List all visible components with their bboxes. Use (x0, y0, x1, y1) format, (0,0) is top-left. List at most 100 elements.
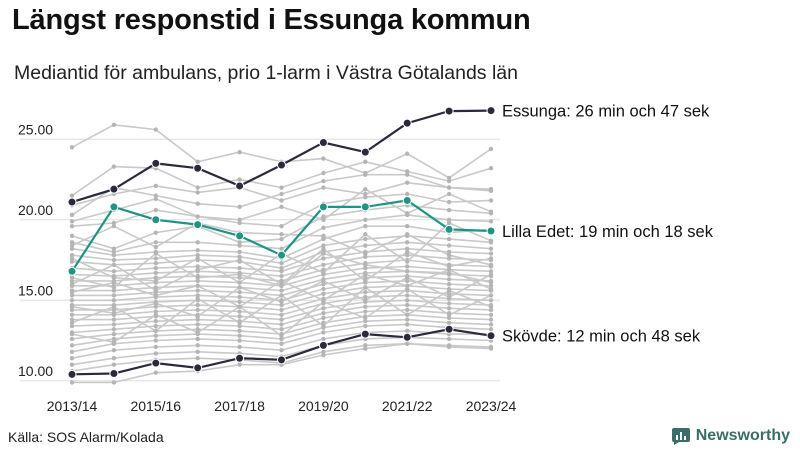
data-point (488, 283, 494, 288)
data-point (153, 319, 158, 324)
data-point (488, 186, 494, 192)
data-point (111, 164, 117, 169)
data-point (488, 219, 494, 224)
data-point (405, 249, 410, 255)
data-point (446, 236, 452, 242)
data-point (111, 285, 117, 290)
data-point (195, 252, 200, 258)
data-point (446, 312, 452, 317)
data-point (111, 322, 117, 327)
data-point (279, 232, 284, 237)
data-point (237, 217, 242, 222)
data-point (405, 240, 410, 245)
data-point (69, 233, 75, 239)
data-point (237, 323, 242, 329)
data-point (321, 156, 326, 161)
data-point (279, 224, 284, 229)
data-point (151, 215, 161, 225)
data-point (402, 332, 412, 342)
data-point (279, 336, 284, 342)
data-point (486, 226, 496, 236)
data-point (488, 166, 494, 171)
data-point (237, 177, 242, 182)
data-point (321, 256, 326, 261)
data-point (405, 172, 410, 177)
data-point (446, 243, 452, 248)
data-point (405, 246, 410, 251)
x-tick-label: 2017/18 (214, 398, 265, 414)
data-point (111, 269, 117, 274)
data-point (69, 145, 75, 150)
data-point (318, 340, 328, 350)
data-point (446, 252, 452, 258)
data-point (363, 275, 368, 280)
data-point (405, 283, 410, 288)
data-point (363, 323, 368, 329)
data-point (321, 349, 326, 354)
data-point (109, 369, 119, 379)
data-point (69, 320, 75, 326)
data-point (279, 317, 284, 322)
data-point (153, 261, 158, 266)
data-point (111, 339, 117, 345)
data-point (69, 259, 75, 264)
data-point (405, 252, 410, 258)
data-point (237, 280, 242, 285)
data-point (279, 278, 284, 284)
data-point (151, 158, 161, 168)
data-point (405, 302, 410, 308)
data-point (446, 291, 452, 297)
data-point (279, 299, 284, 305)
data-point (279, 191, 284, 197)
data-point (69, 212, 75, 218)
municipality-series (69, 212, 494, 255)
data-point (111, 310, 117, 316)
data-point (153, 240, 158, 245)
data-point (153, 251, 158, 256)
data-point (195, 283, 200, 288)
data-point (69, 331, 75, 337)
data-point (69, 278, 75, 284)
brand-logo: Newsworthy (671, 426, 790, 446)
data-point (153, 293, 158, 298)
data-point (153, 312, 158, 317)
data-point (360, 147, 370, 157)
data-point (195, 330, 200, 335)
data-point (111, 336, 117, 342)
data-point (318, 137, 328, 147)
data-point (237, 338, 242, 343)
data-point (69, 336, 75, 342)
municipality-series (69, 317, 494, 348)
y-tick-label: 25.00 (18, 121, 53, 137)
data-point (405, 224, 410, 229)
data-point (363, 243, 368, 248)
data-point (488, 269, 494, 274)
municipality-series (69, 122, 494, 181)
data-point (195, 322, 200, 327)
data-point (237, 257, 242, 263)
data-point (67, 369, 77, 379)
data-point (321, 236, 326, 242)
data-point (111, 307, 117, 313)
data-point (488, 272, 494, 277)
data-point (488, 256, 494, 261)
data-point (195, 336, 200, 342)
data-point (488, 246, 494, 251)
data-point (195, 256, 200, 261)
series-label: Skövde: 12 min och 48 sek (502, 328, 701, 346)
data-point (111, 362, 117, 367)
data-point (446, 288, 452, 293)
data-point (321, 336, 326, 342)
data-point (69, 298, 75, 303)
data-point (111, 317, 117, 322)
data-point (69, 362, 75, 367)
data-point (488, 304, 494, 309)
data-point (237, 204, 242, 210)
x-tick-label: 2019/20 (298, 398, 349, 414)
data-point (405, 191, 410, 197)
data-point (444, 106, 454, 116)
x-tick-label: 2023/24 (466, 398, 517, 414)
data-point (446, 249, 452, 255)
data-point (363, 195, 368, 200)
data-point (488, 280, 494, 285)
